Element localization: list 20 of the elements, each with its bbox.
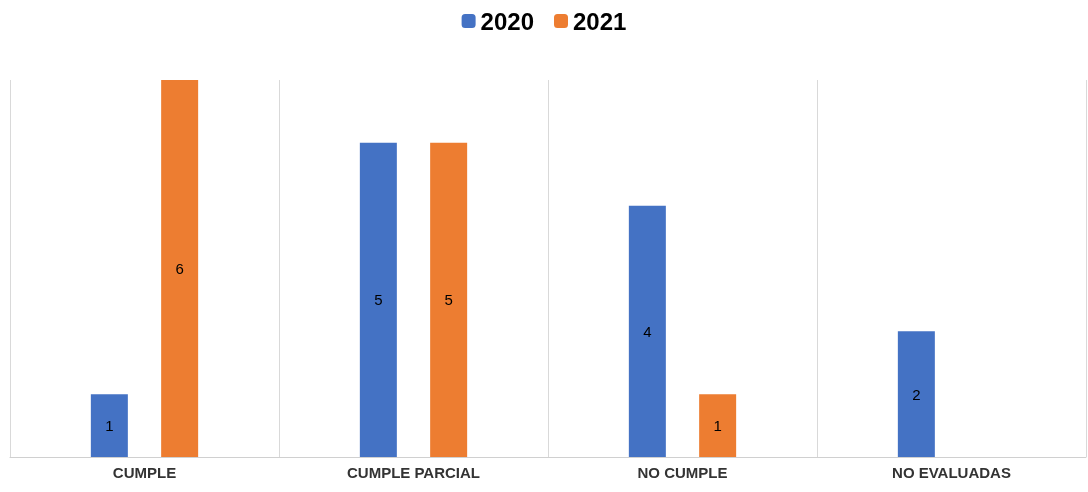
data-label: 2	[912, 385, 921, 403]
bar	[359, 142, 397, 457]
bar	[897, 331, 935, 457]
data-label: 5	[374, 291, 383, 309]
x-tick-label: NO CUMPLE	[637, 464, 728, 481]
bar	[161, 80, 199, 457]
data-label: 1	[105, 417, 114, 435]
data-label: 1	[713, 417, 722, 435]
data-label: 5	[444, 291, 453, 309]
legend-label: 2020	[480, 7, 534, 35]
data-label: 6	[175, 260, 184, 277]
bar	[90, 394, 128, 457]
x-tick-label: NO EVALUADAS	[892, 464, 1011, 481]
x-tick-label: CUMPLE	[112, 464, 177, 481]
x-tick-label: CUMPLE PARCIAL	[346, 464, 481, 481]
bar	[699, 394, 737, 457]
legend-label: 2021	[573, 7, 627, 35]
bar	[430, 142, 468, 457]
data-label: 4	[643, 322, 652, 340]
bar	[628, 205, 666, 457]
